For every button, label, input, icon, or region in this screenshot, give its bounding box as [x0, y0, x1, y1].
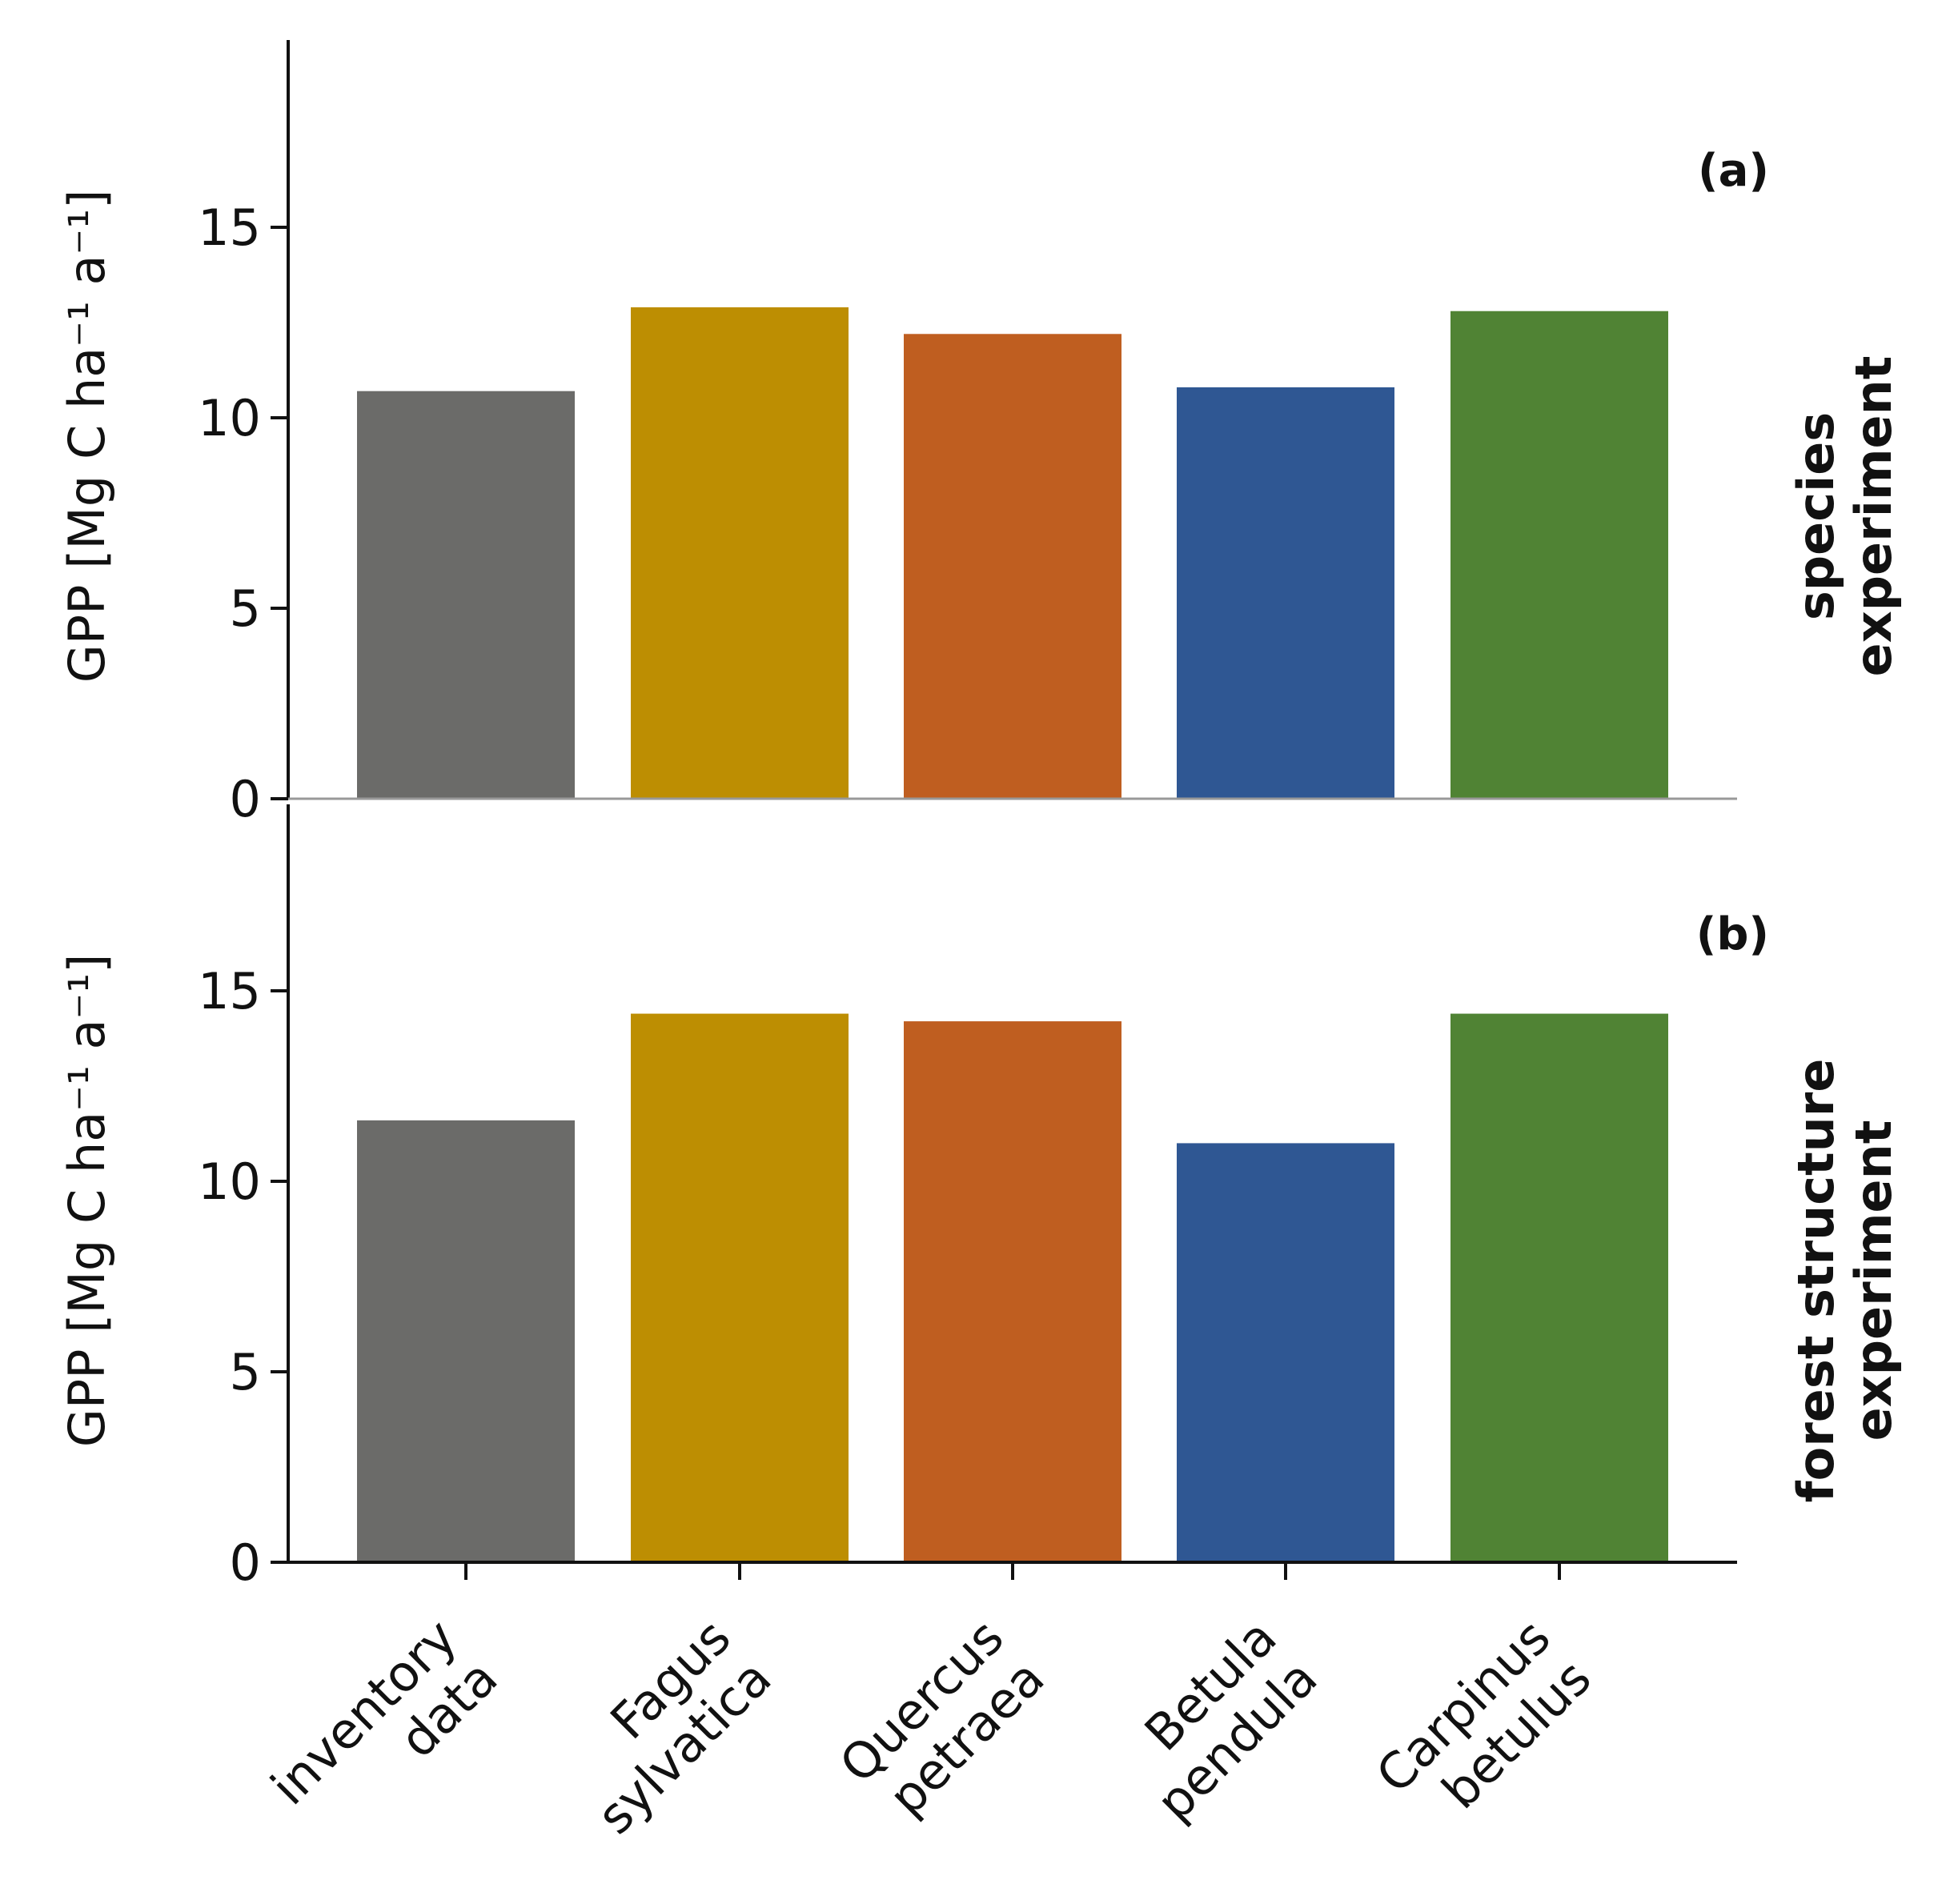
row-label-line: experiment — [1844, 1120, 1903, 1441]
x-category-label: inventorydata — [259, 1608, 508, 1857]
y-tick-label: 5 — [230, 1343, 261, 1401]
bar-betula-pendula — [1177, 387, 1394, 799]
bar-fagus-sylvatica — [631, 1013, 849, 1562]
y-tick-label: 0 — [230, 770, 261, 828]
row-label: speciesexperiment — [1787, 356, 1903, 677]
bar-carpinus-betulus — [1450, 1013, 1668, 1562]
y-tick-label: 15 — [198, 198, 261, 257]
bar-inventory-data — [357, 1120, 575, 1562]
panel-label: (a) — [1698, 145, 1769, 197]
bar-inventory-data — [357, 391, 575, 799]
panel-a: 0 5 10 15 GPP [Mg C ha⁻¹ a⁻¹] (a) speciesexper… — [58, 40, 1903, 828]
panel-label: (b) — [1696, 908, 1769, 960]
y-tick-label: 5 — [230, 579, 261, 638]
y-tick-label: 10 — [198, 1152, 261, 1211]
bar-fagus-sylvatica — [631, 307, 849, 800]
bar-betula-pendula — [1177, 1143, 1394, 1562]
row-label-line: experiment — [1844, 356, 1903, 677]
x-category-label: Carpinusbetulus — [1365, 1608, 1602, 1845]
row-label-line: forest structure — [1787, 1059, 1845, 1503]
x-category-label: Betulapendula — [1105, 1608, 1329, 1832]
y-tick-label: 10 — [198, 389, 261, 447]
x-category-labels: inventorydata Fagussylvatica Quercuspetrae… — [259, 1608, 1602, 1857]
x-category-label: Quercuspetraea — [829, 1608, 1056, 1835]
row-label: forest structureexperiment — [1787, 1059, 1903, 1503]
bar-carpinus-betulus — [1450, 311, 1668, 800]
panel-b: 0 5 10 15 GPP [Mg C ha⁻¹ a⁻¹] (b) forest struc… — [58, 804, 1903, 1592]
y-axis-label: GPP [Mg C ha⁻¹ a⁻¹] — [58, 954, 116, 1448]
y-tick-label: 0 — [230, 1533, 261, 1592]
y-tick-label: 15 — [198, 962, 261, 1020]
x-category-label: Fagussylvatica — [545, 1608, 783, 1846]
bar-quercus-petraea — [904, 334, 1121, 799]
bar-quercus-petraea — [904, 1021, 1121, 1562]
y-axis-label: GPP [Mg C ha⁻¹ a⁻¹] — [58, 190, 116, 683]
row-label-line: species — [1787, 412, 1845, 620]
